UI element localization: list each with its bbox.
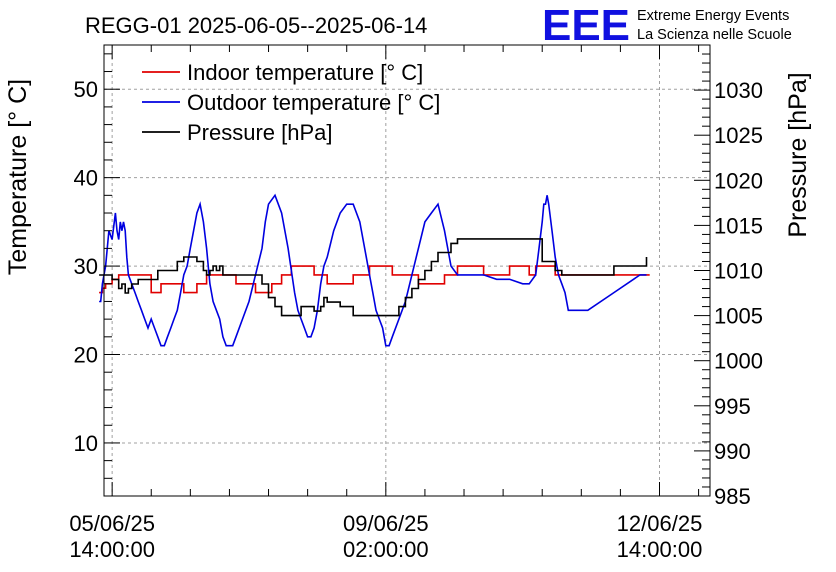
- x-tick-label-date: 09/06/25: [343, 511, 429, 536]
- eee-logo: EEE Extreme Energy Events La Scienza nel…: [542, 1, 792, 50]
- x-tick-label-time: 02:00:00: [343, 537, 429, 562]
- y-tick-label: 50: [74, 77, 98, 102]
- y2-tick-label: 1000: [714, 349, 763, 374]
- y-axis-label: Temperature [° C]: [4, 79, 32, 275]
- series-line-pressure: [99, 238, 648, 317]
- y-tick-label: 10: [74, 431, 98, 456]
- x-tick-label-date: 05/06/25: [69, 511, 155, 536]
- y2-tick-label: 1005: [714, 304, 763, 329]
- legend-label: Outdoor temperature [° C]: [187, 90, 440, 115]
- y-tick-label: 40: [74, 166, 98, 191]
- legend-label: Pressure [hPa]: [187, 120, 333, 145]
- series-line-indoor: [99, 265, 650, 294]
- y-tick-label: 20: [74, 343, 98, 368]
- series-line-outdoor: [99, 193, 647, 347]
- y2-tick-label: 1025: [714, 123, 763, 148]
- x-tick-label-time: 14:00:00: [69, 537, 155, 562]
- series-group: [99, 193, 650, 347]
- legend: Indoor temperature [° C] Outdoor temperat…: [142, 60, 440, 145]
- y2-tick-label: 990: [714, 439, 751, 464]
- y2-axis-label: Pressure [hPa]: [784, 72, 812, 237]
- y2-tick-label: 985: [714, 484, 751, 509]
- logo-line-2: La Scienza nelle Scuole: [637, 27, 792, 43]
- legend-label: Indoor temperature [° C]: [187, 60, 423, 85]
- y2-tick-label: 1015: [714, 213, 763, 238]
- axes: 05/06/2514:00:0009/06/2502:00:0012/06/25…: [69, 45, 763, 562]
- y2-tick-label: 1030: [714, 78, 763, 103]
- x-tick-label-date: 12/06/25: [617, 511, 703, 536]
- y2-tick-label: 1020: [714, 168, 763, 193]
- logo-line-1: Extreme Energy Events: [637, 8, 789, 24]
- y2-tick-label: 1010: [714, 259, 763, 284]
- x-tick-label-time: 14:00:00: [617, 537, 703, 562]
- grid: [104, 45, 710, 496]
- y2-tick-label: 995: [714, 394, 751, 419]
- y-tick-label: 30: [74, 254, 98, 279]
- chart-title: REGG-01 2025-06-05--2025-06-14: [85, 13, 427, 38]
- eee-logo-text: EEE: [542, 1, 630, 50]
